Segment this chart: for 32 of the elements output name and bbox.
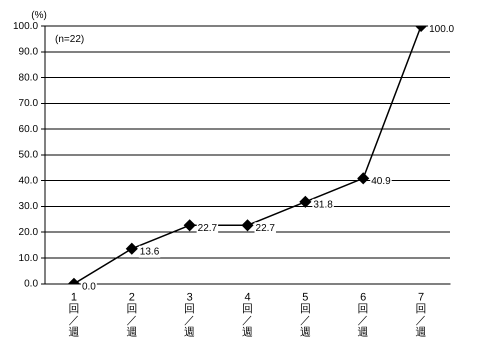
data-label: 22.7: [256, 223, 276, 234]
point: [357, 172, 369, 184]
data-label: 0.0: [82, 282, 96, 293]
y-tick-label: 20.0: [18, 226, 38, 238]
y-tick-label: 30.0: [18, 201, 38, 212]
y-tick-label: 90.0: [18, 46, 38, 58]
y-tick-label: 60.0: [18, 124, 38, 135]
data-label: 31.8: [313, 200, 334, 211]
data-label: 40.9: [371, 176, 392, 188]
y-tick-label: 10.0: [18, 252, 38, 264]
x-tick-label: 7回／週: [416, 292, 427, 338]
data-label: 100.0: [429, 24, 455, 35]
point: [300, 196, 312, 208]
x-tick-label: 6回／週: [358, 292, 369, 338]
data-label: 22.7: [198, 223, 218, 234]
y-tick-label: 40.0: [18, 175, 38, 186]
annotation: (n=22): [55, 34, 84, 45]
y-tick-label: 100.0: [12, 20, 38, 32]
data-label: 13.6: [140, 246, 160, 258]
y-tick-label: 0.0: [24, 278, 38, 290]
point: [242, 220, 254, 232]
x-tick-label: 4回／週: [242, 292, 254, 338]
x-tick-label: 2回／週: [126, 292, 138, 338]
y-tick-label: 80.0: [18, 72, 38, 84]
point: [184, 220, 196, 232]
point: [126, 242, 138, 254]
y-tick-label: 50.0: [18, 150, 38, 161]
y-axis-title: (%): [31, 10, 47, 21]
x-tick-label: 1回／週: [68, 292, 80, 338]
x-tick-label: 5回／週: [300, 292, 311, 338]
y-tick-label: 70.0: [18, 98, 38, 110]
x-tick-label: 3回／週: [184, 292, 196, 338]
